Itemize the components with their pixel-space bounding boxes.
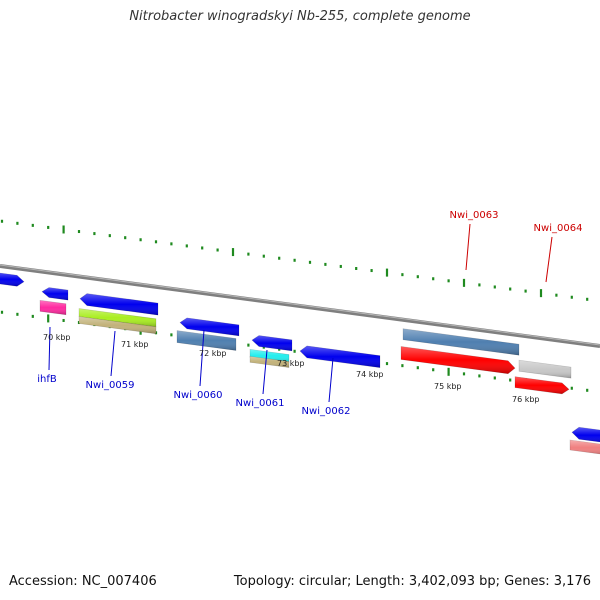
label-leader-lines <box>48 223 553 403</box>
nwi-0061-box-cyan-shading <box>250 349 289 363</box>
gene-label[interactable]: Nwi_0062 <box>302 406 351 417</box>
genome-summary: Topology: circular; Length: 3,402,093 bp… <box>233 574 591 589</box>
nwi-0064-box-shading <box>519 360 571 379</box>
gene-leader-line <box>545 236 553 283</box>
gene-label[interactable]: Nwi_0059 <box>86 380 135 391</box>
ruler-label: 70 kbp <box>43 333 71 342</box>
accession-label: Accession: NC_007406 <box>9 574 157 589</box>
gene-leader-line <box>328 357 334 403</box>
nwi-0061-arrow-shading <box>252 335 292 351</box>
gene-arrow-left-edge-shading <box>0 273 24 287</box>
feature-layer <box>0 272 600 455</box>
ruler-label: 76 kbp <box>512 395 540 404</box>
gene-labels: ihfB Nwi_0059 Nwi_0060 Nwi_0061 Nwi_0062 Nwi_… <box>37 210 582 417</box>
gene-label[interactable]: Nwi_0063 <box>450 210 499 221</box>
ruler-label: 73 kbp <box>277 359 305 368</box>
ruler-label: 71 kbp <box>121 340 149 349</box>
ihfB-arrow-shading <box>42 287 68 301</box>
gene-leader-line <box>48 326 51 371</box>
genome-backbone <box>0 264 600 348</box>
gene-label[interactable]: ihfB <box>37 374 57 385</box>
gene-leader-line <box>465 223 471 271</box>
nwi-0059-arrow-shading <box>80 293 158 316</box>
gene-leader-line <box>262 349 268 395</box>
ruler-label: 75 kbp <box>434 382 462 391</box>
red-arrow-2-shading <box>515 376 569 394</box>
outer-tick-ring <box>0 219 589 301</box>
right-edge-box-shading <box>570 440 600 455</box>
ruler-label: 74 kbp <box>356 370 384 379</box>
gene-leader-line <box>110 330 116 377</box>
gene-label[interactable]: Nwi_0061 <box>236 398 285 409</box>
gene-label[interactable]: Nwi_0060 <box>174 390 223 401</box>
backbone-line <box>0 264 600 348</box>
red-arrow-1-shading <box>401 346 515 374</box>
nwi-0063-box-shading <box>403 328 519 356</box>
backbone-highlight <box>0 264 600 346</box>
right-edge-arrow-shading <box>572 427 600 443</box>
ruler-label: 72 kbp <box>199 349 227 358</box>
ruler-labels: 70 kbp 71 kbp 72 kbp 73 kbp 74 kbp 75 kbp 76 k… <box>43 333 540 404</box>
nwi-0062-arrow-shading <box>300 345 380 368</box>
map-title: Nitrobacter winogradskyi Nb-255, complet… <box>129 9 471 24</box>
nwi-0059-box-lime-shading <box>79 308 156 327</box>
nwi-0060-box-shading <box>177 330 236 351</box>
ihfB-box-shading <box>40 300 66 315</box>
nwi-0061-box-tan-shading <box>250 356 289 368</box>
gene-leader-line <box>199 329 205 387</box>
nwi-0060-arrow-shading <box>180 317 239 336</box>
nwi-0059-box-tan-shading <box>79 316 156 334</box>
gene-label[interactable]: Nwi_0064 <box>534 223 583 234</box>
